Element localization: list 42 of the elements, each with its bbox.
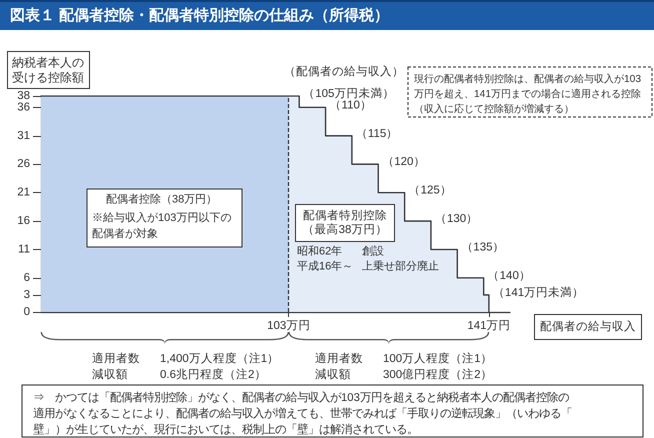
annotation: （135） <box>461 241 504 254</box>
text: 1,400万人程度（注1） <box>160 351 280 365</box>
text: 減収額 <box>315 367 351 381</box>
x-axis-title: 配偶者の給与収入 <box>540 319 636 333</box>
y-tick-label: 36 <box>17 101 30 114</box>
y-tick-label: 38 <box>17 90 30 102</box>
x-tick-label: 141万円 <box>467 319 511 332</box>
y-tick-label: 3 <box>24 288 30 301</box>
y-tick-label: 26 <box>17 158 30 170</box>
text: （配偶者の給与収入） <box>284 64 404 78</box>
annotation: （105万円未満） <box>303 87 394 100</box>
x-tick-label: 103万円 <box>267 319 310 332</box>
text: 300億円程度（注2） <box>383 367 493 381</box>
annotation: 現行の配偶者特別控除は、配偶者の給与収入が103万円を超え、141万円までの場合に適用される控除（収入に応じて控除額が増減する） <box>414 73 642 115</box>
annotation: 創設 <box>362 244 384 258</box>
annotation: （110） <box>330 99 372 112</box>
y-tick-label: 16 <box>17 215 30 228</box>
annotation: （140） <box>488 270 531 282</box>
annotation: 平成16年～ <box>297 260 354 272</box>
annotation: 昭和62年 <box>297 244 342 258</box>
annotation: ※給与収入が103万円以下の配偶者が対象 <box>92 211 232 240</box>
annotation: （115） <box>356 128 398 140</box>
text: ⇒ かつては「配偶者特別控除」がなく、配偶者の給与収入が103万円を超えると納税者本人の配偶者控除の適用がなくなることにより、配偶者の給与収入が増えても、世帯でみれば「手取りの逆転現象」（いわゆる「壁」）が生じていたが、現行においては、税制上の「壁」は解消されている。 <box>33 391 572 436</box>
y-tick-label: 6 <box>24 272 30 284</box>
chart-title: 図表１ 配偶者控除・配偶者特別控除の仕組み（所得税） <box>0 0 654 30</box>
annotation: 配偶者控除（38万円） <box>106 192 218 206</box>
annotation: 配偶者特別控除（最高38万円） <box>302 209 388 236</box>
y-tick-label: 0 <box>24 306 30 318</box>
annotation: 上乗せ部分廃止 <box>362 260 439 272</box>
annotation: （141万円未満） <box>492 286 584 299</box>
y-tick-label: 11 <box>18 243 30 256</box>
y-tick-label: 31 <box>17 130 30 142</box>
y-tick-label: 21 <box>17 186 30 199</box>
annotation: （120） <box>382 156 426 168</box>
annotation: （125） <box>408 184 452 197</box>
text: 適用者数 <box>315 351 363 365</box>
y-axis-title: 納税者本人の受ける控除額 <box>12 56 84 84</box>
text: 適用者数 <box>92 351 140 365</box>
text: 0.6兆円程度（注2） <box>160 367 266 381</box>
annotation: （130） <box>434 213 478 226</box>
text: 100万人程度（注1） <box>383 351 493 365</box>
text: 減収額 <box>92 367 128 381</box>
